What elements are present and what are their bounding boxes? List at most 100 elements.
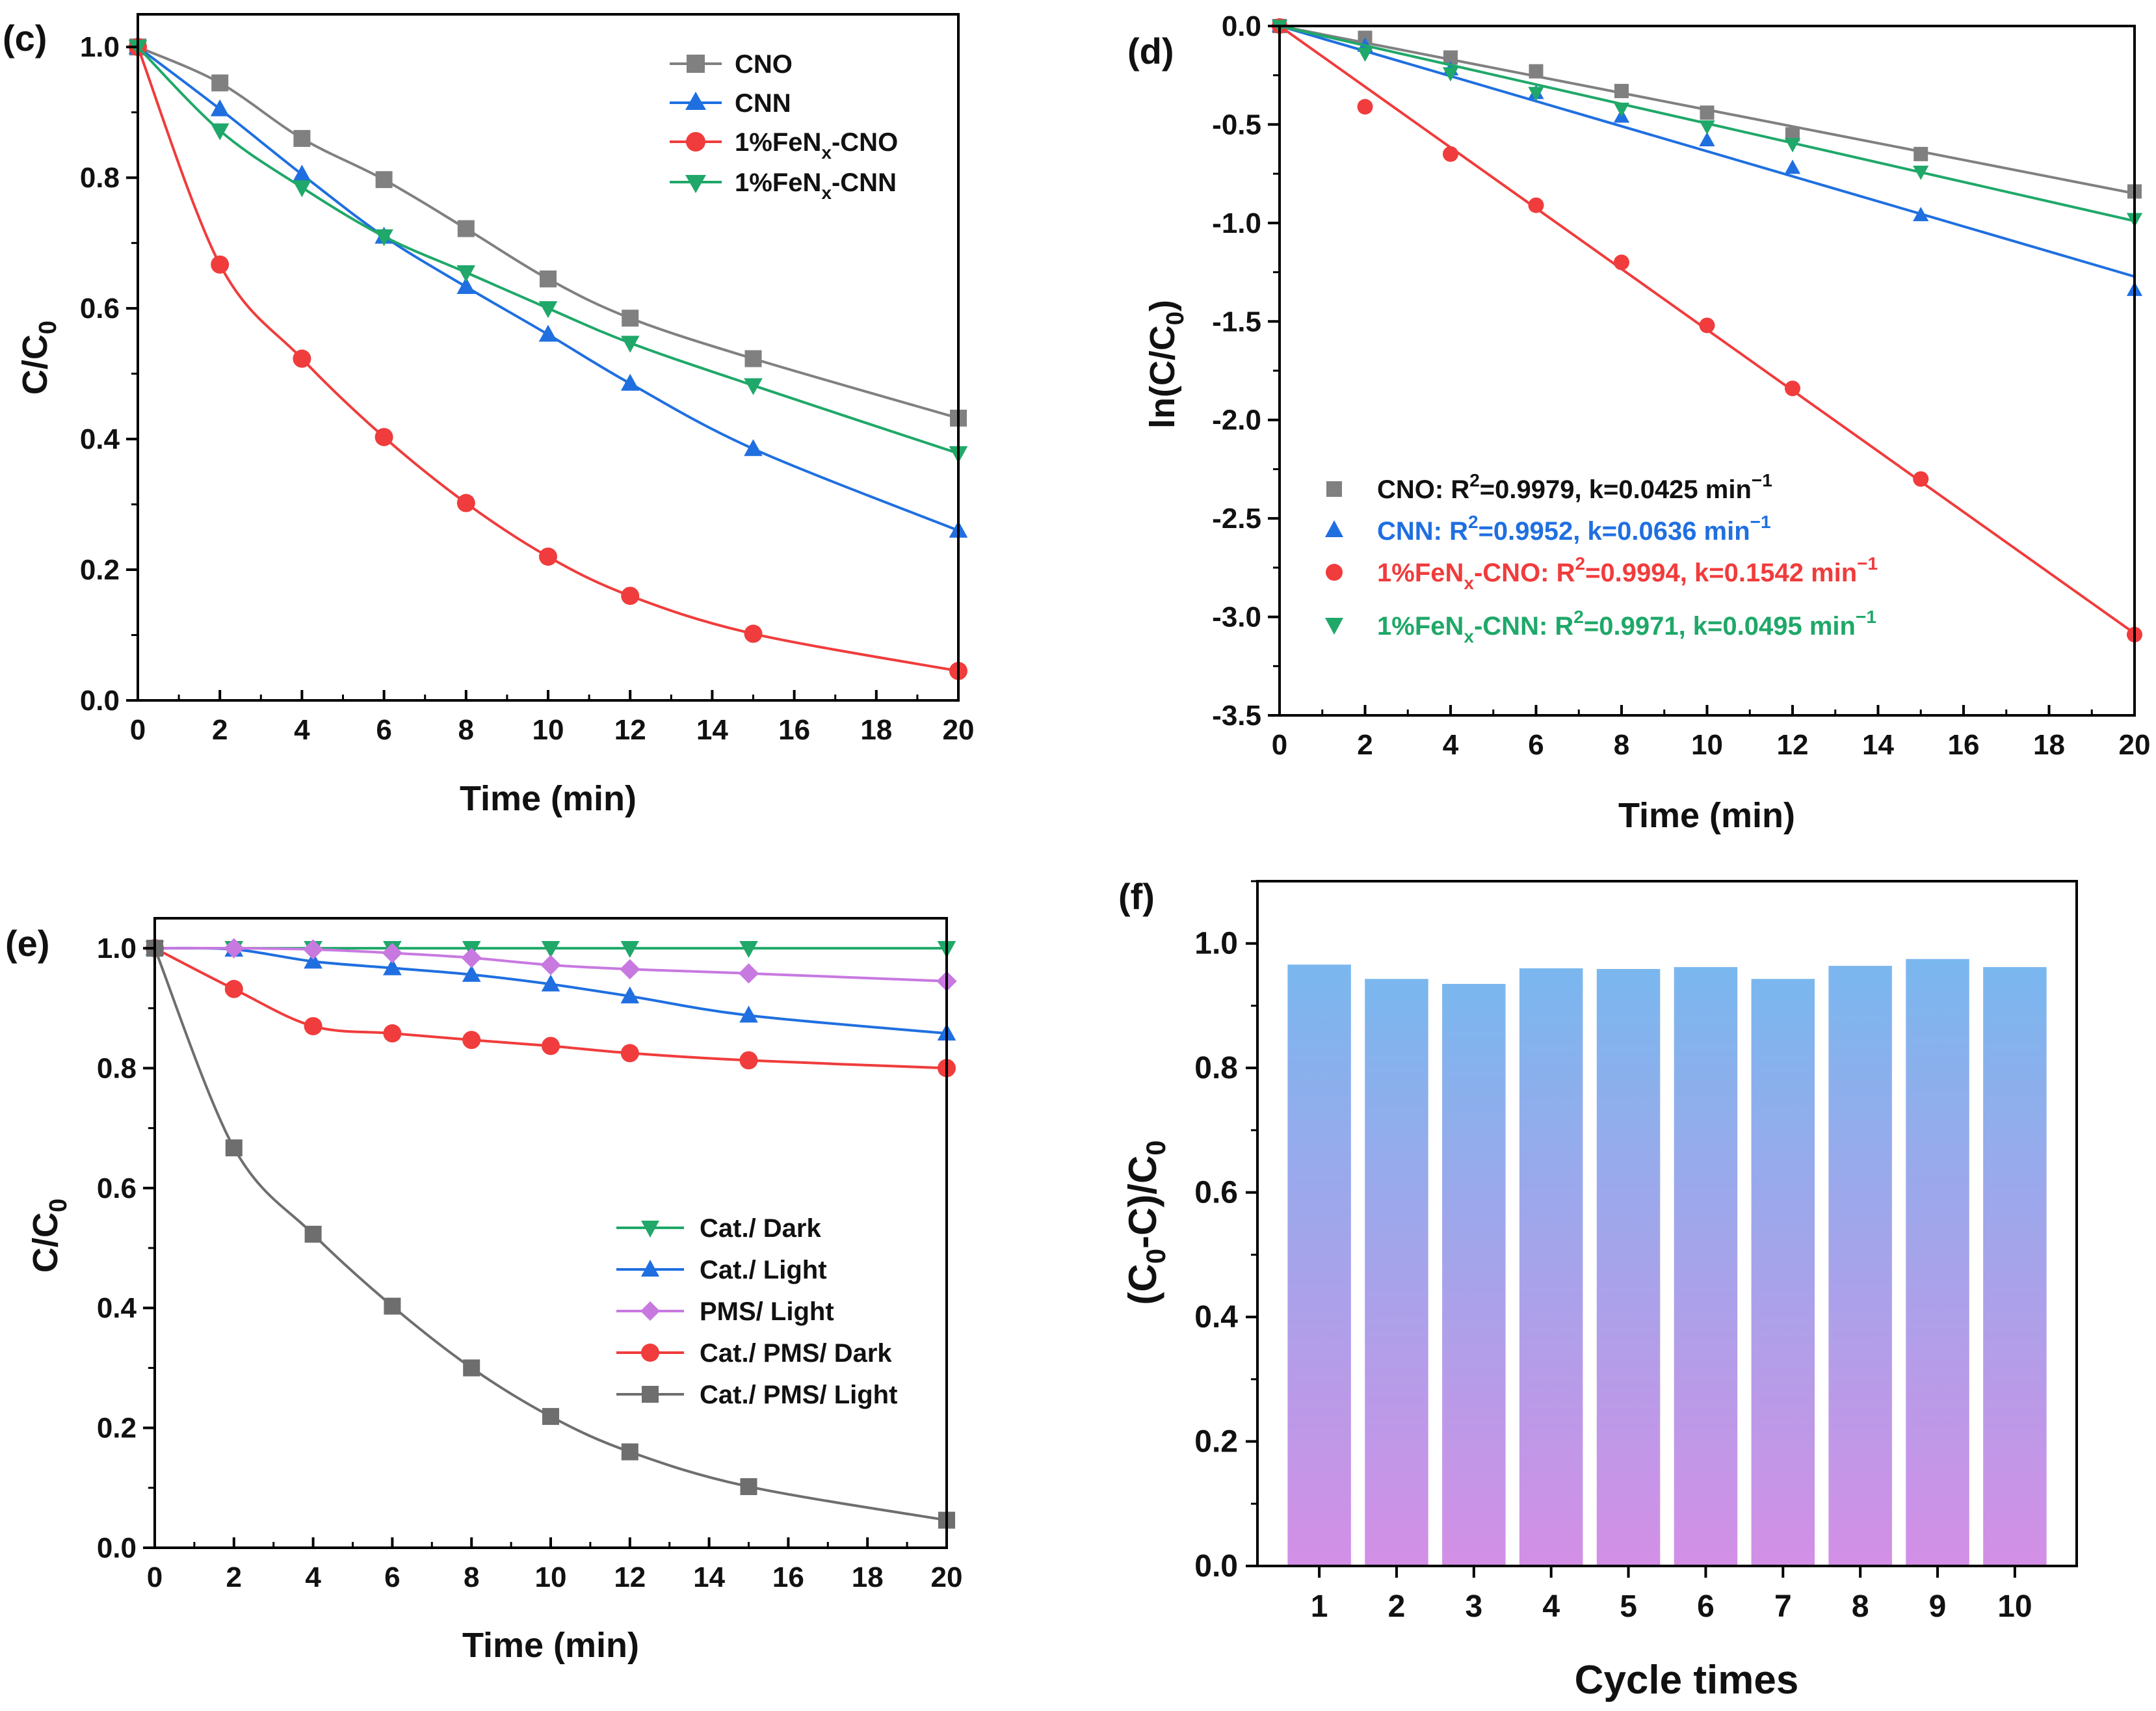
data-point xyxy=(744,350,762,367)
series-pms-light xyxy=(144,938,957,992)
data-point xyxy=(620,336,640,353)
series-line-cat-pms-light xyxy=(153,948,947,1522)
legend-marker-square xyxy=(687,55,705,73)
y-tick-label: 0.4 xyxy=(80,423,120,455)
bar-cycle-10 xyxy=(1983,967,2047,1566)
data-point xyxy=(740,1478,757,1495)
x-tick-label: 20 xyxy=(943,714,975,746)
legend-label-pms-light: PMS/ Light xyxy=(700,1297,834,1326)
x-tick-label: 8 xyxy=(458,714,474,746)
y-tick-label: 0.0 xyxy=(1194,1549,1238,1584)
y-tick-label: 0.0 xyxy=(1222,10,1261,42)
x-tick-label: 16 xyxy=(1948,729,1980,761)
legend-label-cat-pms-light: Cat./ PMS/ Light xyxy=(700,1381,897,1409)
y-tick-label: -1.0 xyxy=(1212,207,1261,239)
data-point xyxy=(461,948,482,968)
legend-label-fenx-cnn: 1%FeNx-CNN xyxy=(735,168,897,203)
x-tick-label: 20 xyxy=(931,1561,963,1593)
data-point xyxy=(738,963,759,984)
y-tick-label: 0.6 xyxy=(80,293,120,325)
data-point xyxy=(1913,165,1929,180)
data-point xyxy=(304,1225,322,1243)
data-point xyxy=(211,255,230,274)
legend-marker-triangle-down xyxy=(641,1221,659,1238)
bar-cycle-8 xyxy=(1828,966,1892,1566)
data-point xyxy=(739,1051,758,1070)
series-line-cno xyxy=(137,46,959,419)
legend-marker-triangle-up xyxy=(641,1260,659,1277)
legend-marker-square xyxy=(1326,481,1342,497)
x-tick-label: 10 xyxy=(535,1561,567,1593)
series-cnn xyxy=(1271,18,2143,297)
data-point xyxy=(303,939,324,960)
x-tick-label: 7 xyxy=(1774,1589,1792,1624)
legend-marker-triangle-down xyxy=(1325,618,1343,635)
data-point xyxy=(541,974,560,992)
legend-marker-circle xyxy=(641,1344,659,1362)
legend-label-cno-fit: CNO: R2=0.9979, k=0.0425 min−1 xyxy=(1377,470,1772,504)
series-cno xyxy=(1272,19,2142,199)
x-tick-label: 18 xyxy=(2033,729,2065,761)
data-point xyxy=(744,378,763,395)
x-tick-label: 5 xyxy=(1620,1589,1637,1624)
data-point xyxy=(382,942,402,964)
data-point xyxy=(383,958,402,975)
data-point xyxy=(621,1443,638,1461)
legend-marker-triangle-up xyxy=(1325,520,1343,537)
data-point xyxy=(1700,105,1715,120)
panel-d-xlabel: Time (min) xyxy=(1618,796,1795,835)
x-tick-label: 2 xyxy=(212,714,228,746)
y-tick-label: 0.6 xyxy=(1194,1176,1238,1210)
legend-marker-square xyxy=(642,1386,659,1403)
x-tick-label: 10 xyxy=(1997,1589,2032,1624)
data-point xyxy=(540,955,561,975)
legend-label-cat-pms-dark: Cat./ PMS/ Dark xyxy=(700,1339,892,1368)
x-tick-label: 1 xyxy=(1311,1589,1328,1624)
legend-item-cat-pms-light: Cat./ PMS/ Light xyxy=(616,1381,897,1409)
y-tick-label: 1.0 xyxy=(80,31,120,63)
data-point xyxy=(293,180,311,198)
data-point xyxy=(538,301,558,319)
series-cat-pms-light xyxy=(146,940,955,1529)
fit-line-cnn xyxy=(1279,25,2135,278)
data-point xyxy=(739,941,758,959)
data-point xyxy=(463,1359,480,1377)
data-point xyxy=(620,959,640,979)
x-tick-label: 0 xyxy=(130,714,146,746)
x-tick-label: 18 xyxy=(852,1561,884,1593)
x-tick-label: 6 xyxy=(1697,1589,1715,1624)
legend-item-cat-pms-dark: Cat./ PMS/ Dark xyxy=(616,1339,892,1368)
y-tick-label: 0.2 xyxy=(1194,1425,1238,1459)
y-tick-label: 1.0 xyxy=(97,933,137,964)
data-point xyxy=(225,1139,243,1157)
data-point xyxy=(1913,471,1929,487)
y-tick-label: 1.0 xyxy=(1194,927,1238,961)
data-point xyxy=(620,986,640,1003)
data-point xyxy=(1784,138,1801,153)
data-point xyxy=(457,220,475,237)
data-point xyxy=(1699,317,1715,334)
panel-d-label: (d) xyxy=(1127,31,1174,72)
data-point xyxy=(1614,83,1629,98)
data-point xyxy=(383,1024,402,1043)
panel-e-frame xyxy=(153,917,948,1549)
bar-cycle-5 xyxy=(1596,968,1661,1566)
data-point xyxy=(622,310,639,327)
data-point xyxy=(304,951,322,969)
panel-d-legend: CNO: R2=0.9979, k=0.0425 min−1 CNN: R2=0… xyxy=(1325,470,1878,646)
data-point xyxy=(542,1037,560,1055)
data-point xyxy=(293,349,311,368)
x-tick-label: 6 xyxy=(1528,729,1544,761)
panel-f-ylabel: (C0-C)/C0 xyxy=(1121,1140,1171,1305)
data-point xyxy=(1785,127,1800,142)
data-point xyxy=(1699,132,1715,147)
legend-item-cnn-fit: CNN: R2=0.9952, k=0.0636 min−1 xyxy=(1325,512,1771,546)
y-tick-label: 0.8 xyxy=(97,1052,137,1084)
data-point xyxy=(1785,380,1800,397)
x-tick-label: 14 xyxy=(693,1561,725,1593)
y-tick-label: 0.6 xyxy=(97,1173,137,1204)
data-point xyxy=(1529,64,1544,79)
data-point xyxy=(1784,159,1801,174)
data-point xyxy=(744,624,763,643)
x-tick-label: 8 xyxy=(1852,1589,1869,1624)
